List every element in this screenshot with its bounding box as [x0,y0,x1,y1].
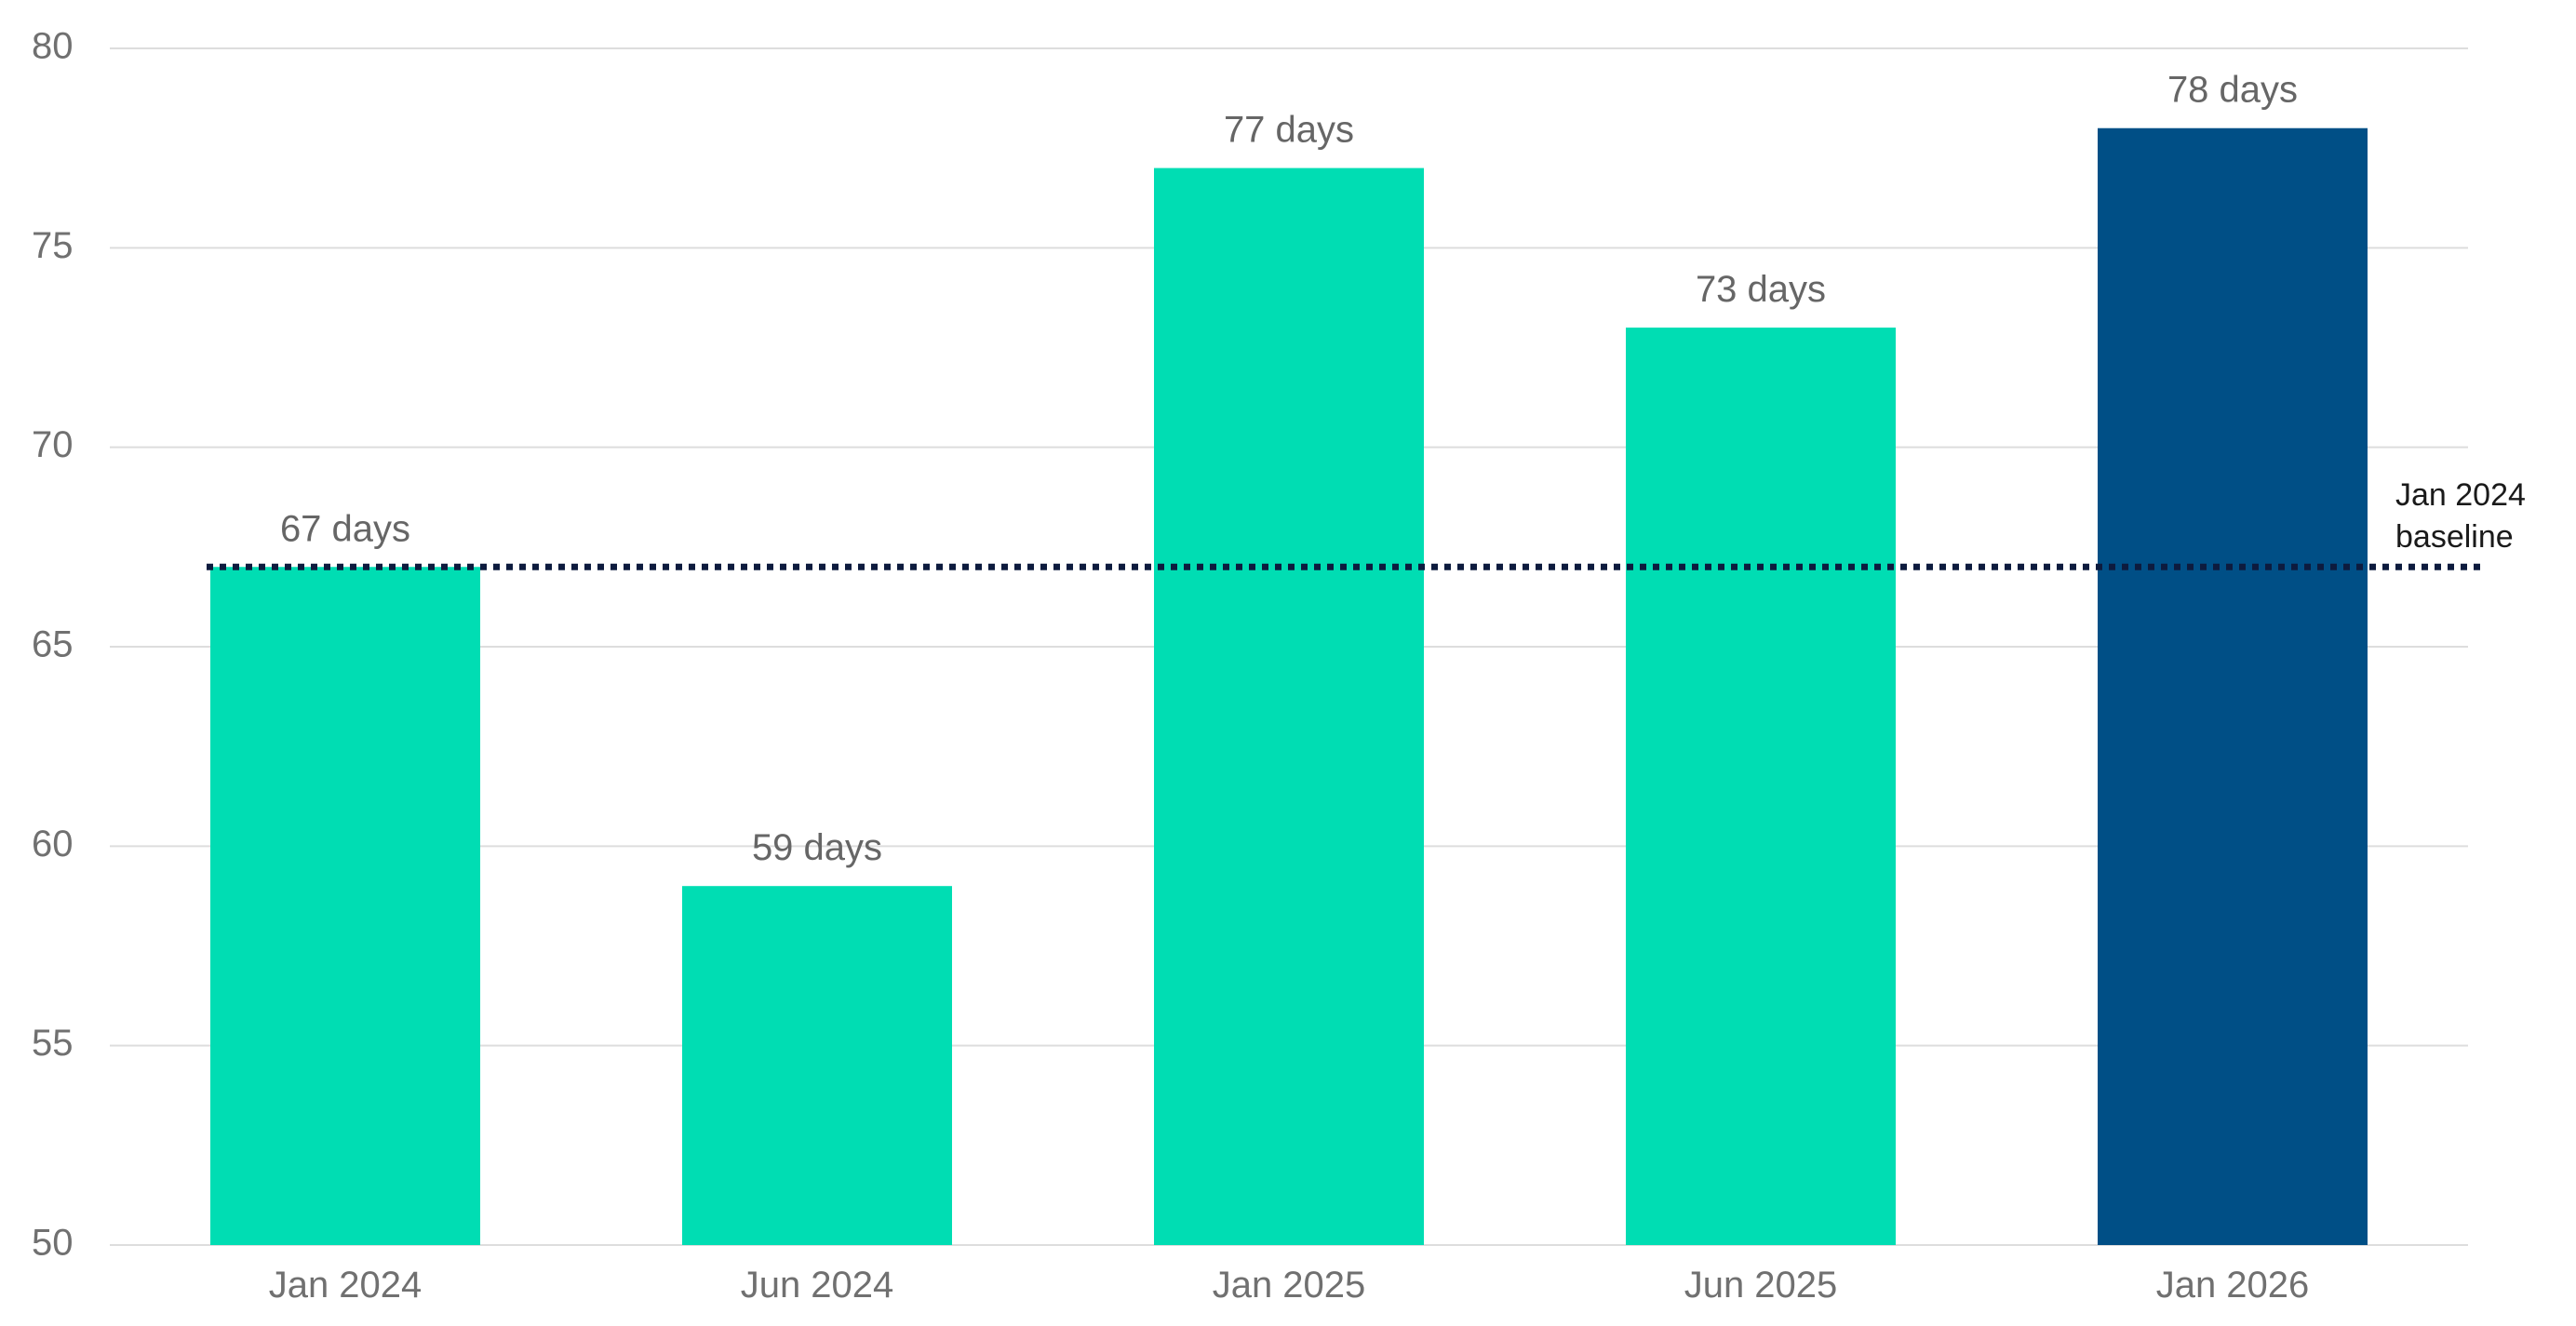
data-labels: 67 days 59 days 77 days 73 days 78 days [280,70,2298,868]
x-tick-label: Jun 2024 [741,1265,894,1306]
x-tick-label: Jun 2025 [1684,1265,1838,1306]
reference-line-label: baseline [2395,519,2514,555]
x-tick-label: Jan 2024 [269,1265,423,1306]
y-tick-label: 75 [32,225,74,266]
x-tick-label: Jan 2025 [1213,1265,1366,1306]
y-tick-label: 70 [32,424,74,465]
bar [1154,167,1424,1246]
y-tick-label: 60 [32,824,74,864]
y-tick-label: 65 [32,624,74,665]
data-label: 78 days [2167,70,2298,111]
bar [2098,127,2368,1245]
bars [210,127,2368,1246]
y-axis-ticks: 50 55 60 65 70 75 80 [32,26,74,1264]
y-tick-label: 50 [32,1223,74,1264]
y-tick-label: 55 [32,1023,74,1064]
reference-line-group: Jan 2024 baseline [207,477,2526,570]
data-label: 67 days [280,508,410,549]
data-label: 77 days [1224,110,1354,151]
bar [210,567,480,1245]
data-label: 59 days [752,827,882,868]
bar [682,886,952,1245]
bar [1626,328,1896,1246]
reference-line-label: Jan 2024 [2395,477,2526,513]
data-label: 73 days [1696,269,1826,310]
y-tick-label: 80 [32,26,74,67]
x-axis-ticks: Jan 2024 Jun 2024 Jan 2025 Jun 2025 Jan 2026 [269,1265,2310,1306]
x-tick-label: Jan 2026 [2156,1265,2310,1306]
